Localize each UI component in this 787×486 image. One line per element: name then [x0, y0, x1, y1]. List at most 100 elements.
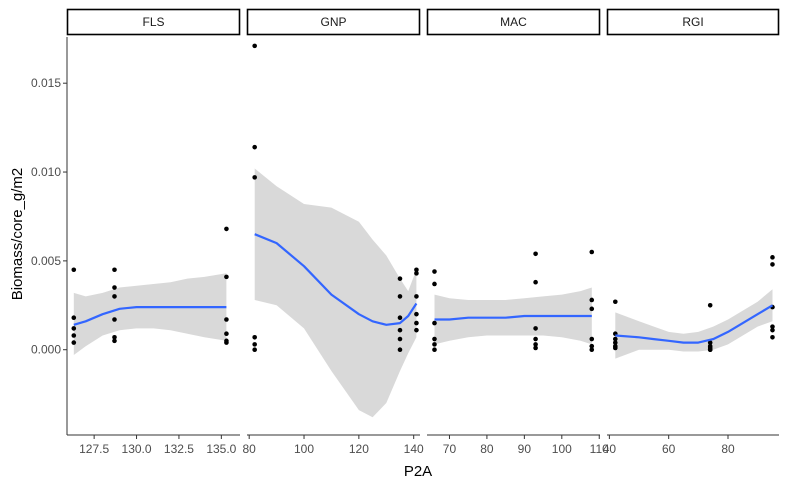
- x-tick-label: 60: [662, 442, 676, 456]
- data-point: [589, 297, 595, 303]
- smooth-line-mac: [434, 314, 592, 321]
- data-point: [414, 311, 419, 317]
- facet-strip-mac: [426, 8, 601, 36]
- data-point: [432, 281, 437, 287]
- data-point: [589, 347, 595, 353]
- data-point: [432, 269, 437, 274]
- data-point: [224, 340, 229, 345]
- data-point: [613, 340, 618, 345]
- x-tick-label: 80: [243, 442, 257, 456]
- data-point: [707, 340, 713, 345]
- x-tick-label: 140: [404, 442, 424, 456]
- data-point: [432, 320, 437, 326]
- data-point: [613, 299, 618, 305]
- data-point: [224, 317, 229, 322]
- y-tick-label: 0.015: [31, 76, 61, 90]
- confidence-ribbon-fls: [73, 273, 227, 355]
- data-point: [533, 342, 538, 347]
- data-point: [112, 294, 117, 299]
- smooth-line-gnp: [254, 233, 418, 326]
- data-point: [397, 347, 403, 353]
- data-point: [414, 320, 419, 326]
- data-point: [112, 285, 117, 290]
- x-tick-label: 130.0: [122, 442, 152, 456]
- data-point: [707, 302, 713, 308]
- data-point: [770, 262, 775, 267]
- y-tick-label: 0.000: [31, 343, 61, 357]
- data-point: [414, 271, 419, 276]
- data-point: [589, 336, 595, 342]
- data-point: [71, 315, 77, 321]
- data-point: [224, 226, 229, 232]
- facet-strip-label-mac: MAC: [500, 15, 527, 29]
- smooth-line-fls: [73, 306, 227, 326]
- confidence-ribbon-rgi: [615, 289, 773, 359]
- data-point: [71, 326, 77, 331]
- data-point: [533, 326, 538, 331]
- x-tick-label: 80: [721, 442, 735, 456]
- data-point: [770, 334, 775, 340]
- data-point: [252, 347, 257, 353]
- data-point: [432, 347, 437, 353]
- data-point: [112, 267, 117, 273]
- data-point: [397, 336, 403, 342]
- data-point: [252, 334, 257, 340]
- data-point: [414, 327, 419, 333]
- smooth-line-rgi: [615, 304, 774, 344]
- data-point: [252, 144, 257, 150]
- data-point: [252, 43, 257, 49]
- data-point: [613, 345, 618, 351]
- x-tick-label: 100: [294, 442, 314, 456]
- data-point: [71, 340, 77, 345]
- x-axis-title: P2A: [404, 463, 432, 480]
- data-point: [589, 343, 595, 349]
- x-tick-label: 120: [349, 442, 369, 456]
- data-point: [397, 294, 403, 299]
- data-point: [589, 306, 595, 312]
- data-point: [71, 267, 77, 273]
- data-point: [414, 267, 419, 273]
- data-point: [533, 345, 538, 351]
- x-tick-label: 127.5: [79, 442, 109, 456]
- facet-strip-label-gnp: GNP: [320, 15, 346, 29]
- x-tick-label: 132.5: [164, 442, 194, 456]
- y-tick-label: 0.010: [31, 165, 61, 179]
- y-axis-title: Biomass/core_g/m2: [9, 168, 26, 301]
- data-point: [224, 274, 229, 280]
- data-point: [533, 279, 538, 285]
- data-point: [397, 327, 403, 333]
- data-point: [770, 327, 775, 333]
- data-point: [252, 175, 257, 180]
- x-tick-label: 90: [518, 442, 532, 456]
- data-point: [707, 347, 713, 353]
- facet-strip-label-rgi: RGI: [682, 15, 703, 29]
- facet-strip-gnp: [246, 8, 421, 36]
- x-tick-label: 100: [552, 442, 572, 456]
- data-point: [71, 333, 77, 338]
- data-point: [397, 315, 403, 321]
- data-point: [414, 294, 419, 299]
- x-tick-label: 110: [590, 442, 609, 456]
- x-tick-label: 135.0: [206, 442, 236, 456]
- data-point: [770, 255, 775, 260]
- x-tick-label: 80: [480, 442, 494, 456]
- data-point: [533, 336, 538, 342]
- x-tick-label: 70: [443, 442, 457, 456]
- data-point: [112, 317, 117, 322]
- data-point: [533, 251, 538, 257]
- data-point: [112, 338, 117, 344]
- y-tick-label: 0.005: [31, 254, 61, 268]
- data-point: [112, 334, 117, 340]
- data-point: [613, 336, 618, 342]
- data-point: [432, 336, 437, 342]
- data-point: [432, 342, 437, 347]
- data-point: [770, 324, 775, 329]
- data-point: [589, 249, 595, 255]
- data-point: [397, 276, 403, 281]
- facet-strip-rgi: [606, 8, 780, 36]
- facet-strip-label-fls: FLS: [142, 15, 164, 29]
- facet-strip-fls: [66, 8, 241, 36]
- confidence-ribbon-gnp: [254, 168, 417, 418]
- data-point: [252, 342, 257, 347]
